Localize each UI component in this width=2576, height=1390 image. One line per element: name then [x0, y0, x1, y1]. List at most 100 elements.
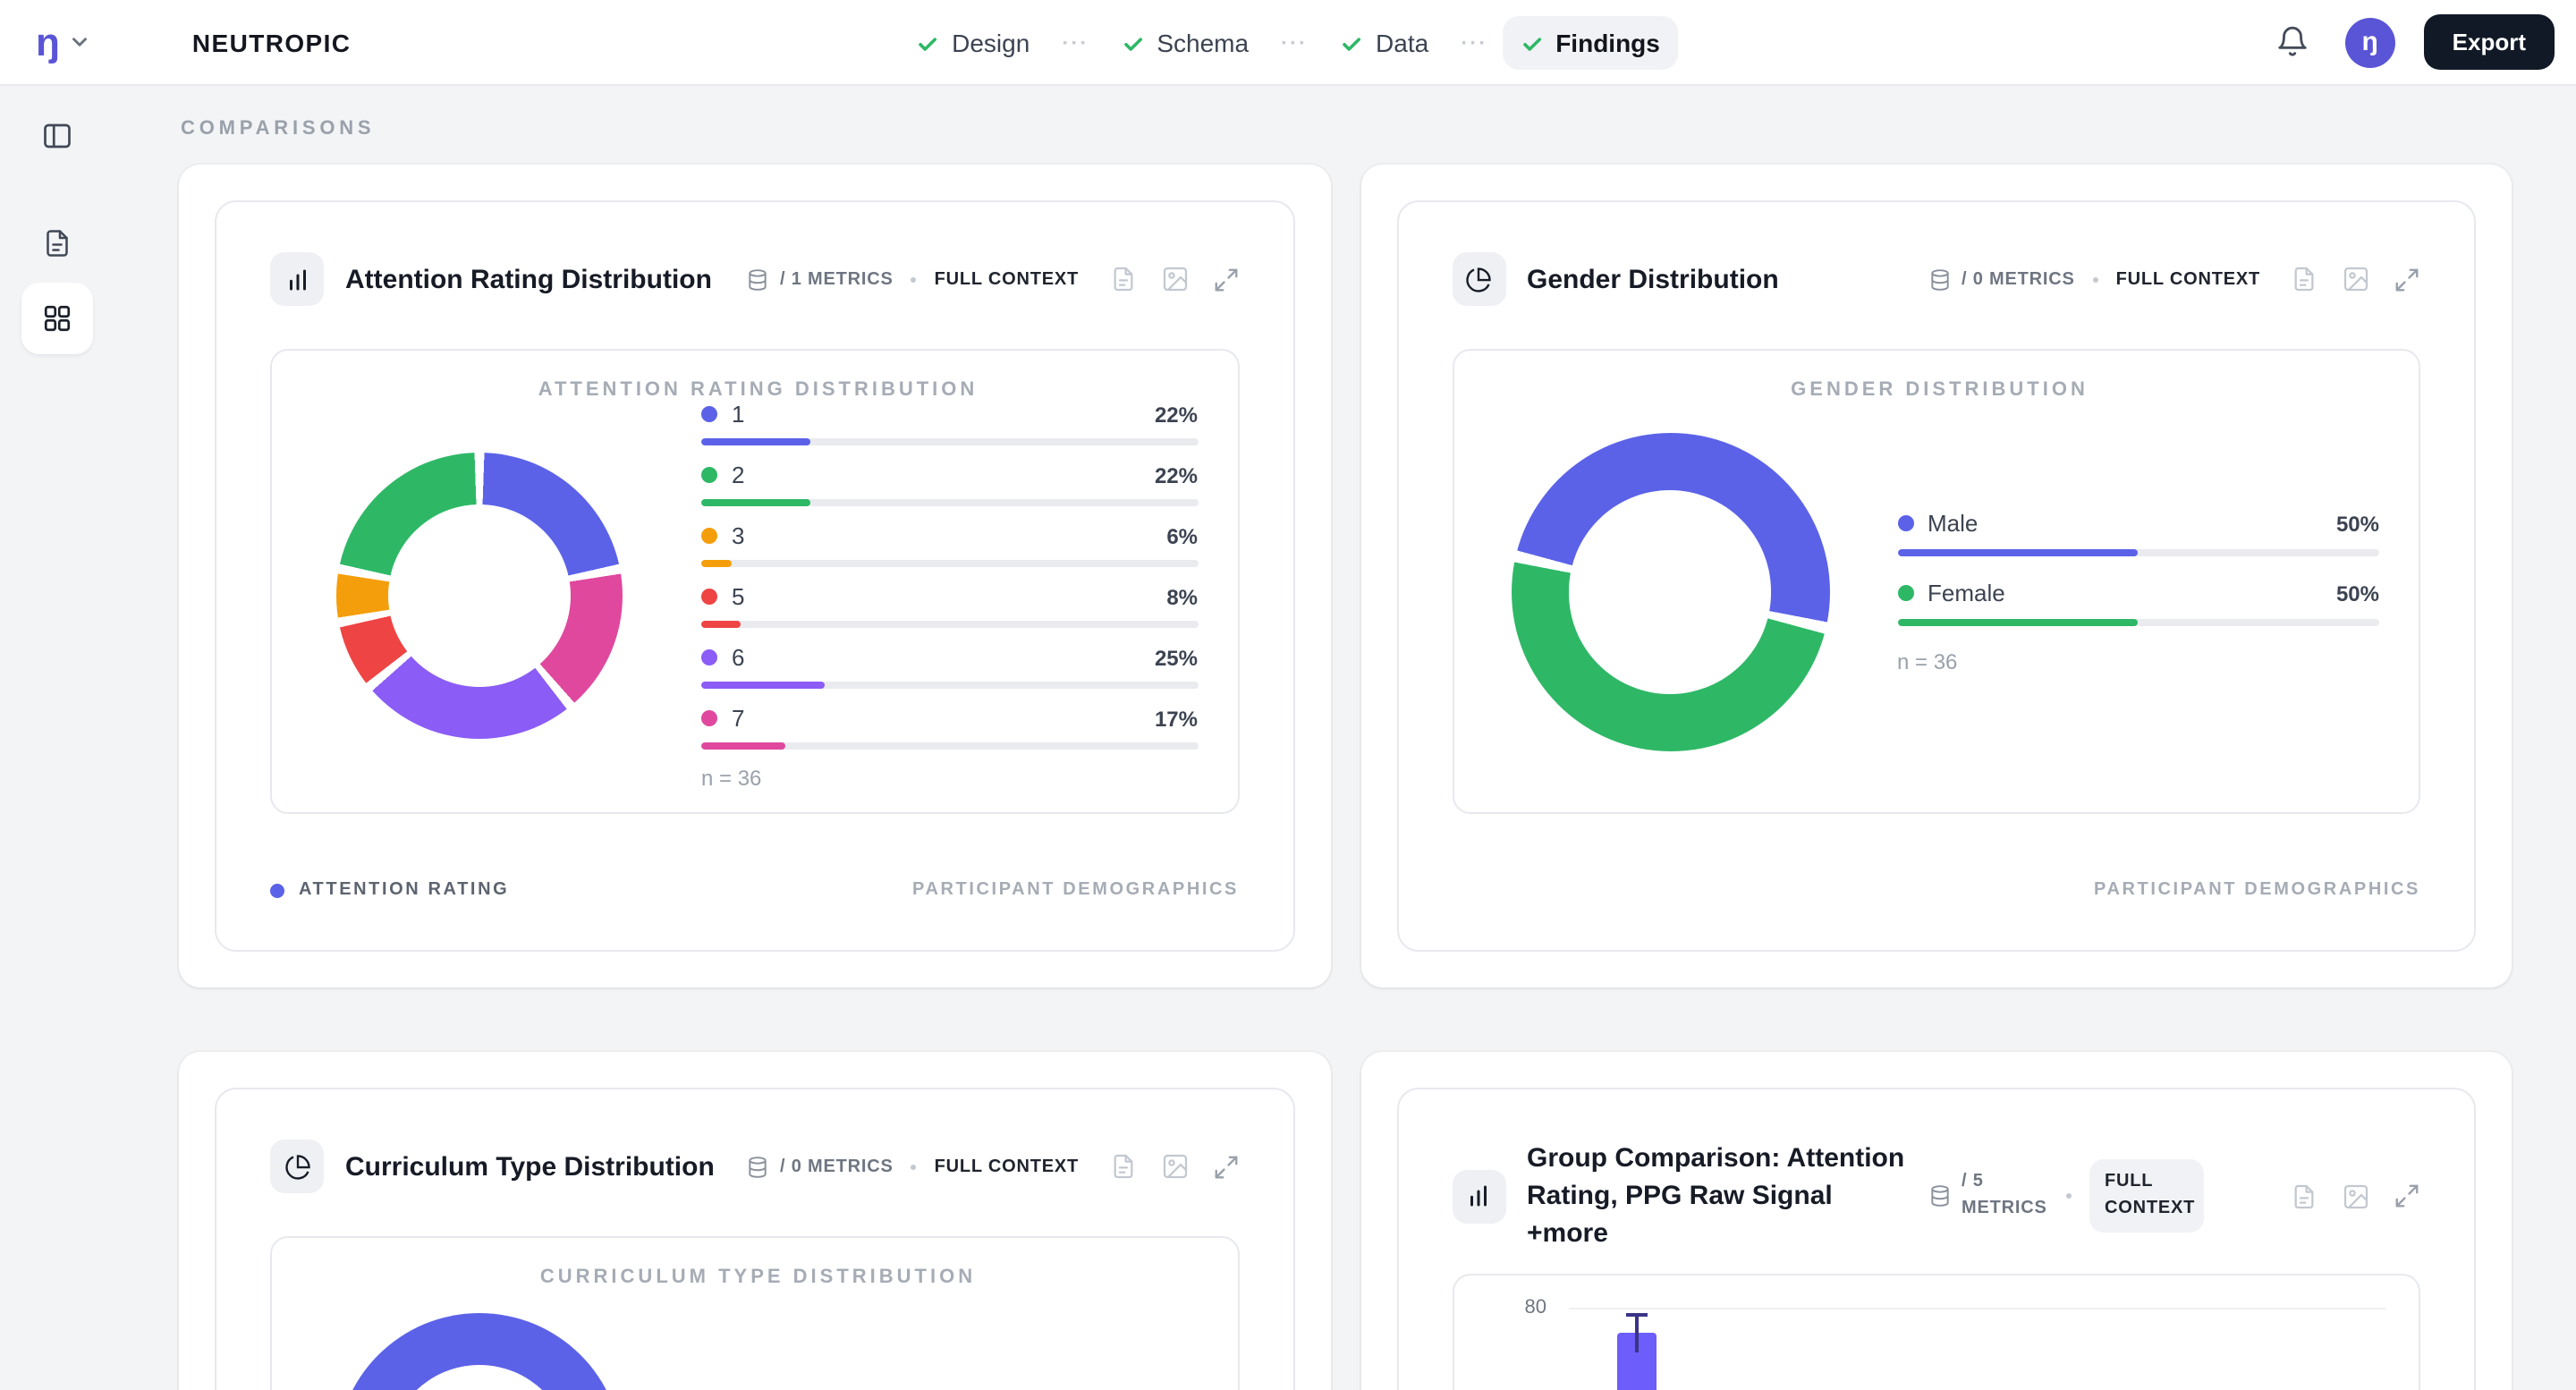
- step-design[interactable]: Design: [898, 16, 1047, 70]
- image-icon[interactable]: [2342, 1182, 2370, 1210]
- metrics-label: / 1 METRICS: [780, 269, 894, 289]
- legend-label: 7: [732, 705, 745, 732]
- legend-bar-track: [701, 742, 1198, 750]
- export-button[interactable]: Export: [2423, 14, 2555, 70]
- chart-body: [315, 1313, 1201, 1390]
- card-actions: [1108, 1152, 1239, 1181]
- card-inner: Attention Rating Distribution / 1 METRIC…: [215, 200, 1294, 952]
- card-actions: [2290, 1182, 2420, 1210]
- legend-bar-track: [1897, 549, 2379, 556]
- pie-chart-icon: [270, 1140, 324, 1193]
- database-icon: [746, 267, 769, 291]
- legend-label: 1: [732, 401, 745, 428]
- legend-label: 3: [732, 522, 745, 549]
- gridline: [1568, 1308, 2386, 1309]
- report-icon[interactable]: [2290, 265, 2318, 293]
- card-header: Group Comparison: Attention Rating, PPG …: [1452, 1140, 2420, 1252]
- card-actions: [1108, 265, 1239, 293]
- brand-logo-glyph[interactable]: ŋ: [36, 19, 60, 64]
- donut-chart: [1511, 433, 1829, 751]
- expand-icon[interactable]: [1212, 266, 1239, 292]
- separator-dot: [2092, 276, 2098, 282]
- brand-name: NEUTROPIC: [191, 28, 352, 56]
- legend-item: Female 50%: [1897, 580, 2379, 626]
- legend-bar-fill: [1897, 619, 2139, 626]
- legend-label: 6: [732, 644, 745, 671]
- legend-item: 5 8%: [701, 583, 1198, 628]
- check-icon: [1121, 31, 1144, 55]
- legend-color-dot: [701, 528, 717, 544]
- image-icon[interactable]: [2342, 265, 2370, 293]
- report-icon[interactable]: [1108, 265, 1137, 293]
- sidebar-item-grid-icon[interactable]: [21, 283, 93, 354]
- sample-size-label: n = 36: [1897, 649, 1958, 674]
- report-icon[interactable]: [2290, 1182, 2318, 1210]
- legend-bar-fill: [701, 438, 811, 445]
- legend-color-dot: [1897, 515, 1913, 531]
- legend-percent: 17%: [1154, 706, 1198, 731]
- expand-icon[interactable]: [2394, 266, 2420, 292]
- legend-item: 3 6%: [701, 522, 1198, 567]
- card-gender-distribution: Gender Distribution / 0 METRICS FULL CON…: [1360, 165, 2512, 987]
- top-navbar: ŋ NEUTROPIC Design ··· Schema ··· Data ·…: [0, 0, 2576, 86]
- footer-category-tag: PARTICIPANT DEMOGRAPHICS: [2094, 880, 2420, 900]
- sidebar-toggle-panel-icon[interactable]: [21, 100, 93, 172]
- separator-dot: [911, 1164, 917, 1169]
- legend-bar-fill: [1897, 549, 2139, 556]
- chart-panel: CURRICULUM TYPE DISTRIBUTION: [270, 1236, 1239, 1390]
- donut-chart: [336, 453, 623, 739]
- legend-color-dot: [1897, 585, 1913, 601]
- card-badges: / 1 METRICS FULL CONTEXT: [746, 267, 1079, 291]
- bar-chart-icon: [1452, 1169, 1505, 1223]
- legend-percent: 8%: [1166, 584, 1198, 609]
- card-title: Curriculum Type Distribution: [345, 1151, 715, 1182]
- chevron-down-icon[interactable]: [69, 30, 92, 54]
- chart-title: CURRICULUM TYPE DISTRIBUTION: [539, 1267, 977, 1288]
- chart-title: GENDER DISTRIBUTION: [1791, 379, 2089, 401]
- expand-icon[interactable]: [2394, 1182, 2420, 1209]
- expand-icon[interactable]: [1212, 1153, 1239, 1180]
- image-icon[interactable]: [1160, 265, 1189, 293]
- card-curriculum-type: Curriculum Type Distribution / 0 METRICS…: [179, 1052, 1330, 1390]
- legend-color-dot: [701, 710, 717, 726]
- legend-label: Male: [1928, 510, 1979, 537]
- metrics-count: / 1 METRICS: [746, 267, 894, 291]
- step-separator: ···: [1461, 30, 1488, 55]
- database-icon: [1928, 267, 1951, 291]
- metrics-count: / 5 METRICS: [1928, 1170, 2047, 1222]
- legend-item: 6 25%: [701, 644, 1198, 689]
- legend-bar-fill: [701, 560, 732, 567]
- pie-chart-icon: [1452, 252, 1505, 306]
- legend-bar-track: [701, 438, 1198, 445]
- card-actions: [2290, 265, 2420, 293]
- sidebar-item-document-icon[interactable]: [21, 208, 93, 279]
- database-icon: [746, 1155, 769, 1178]
- chart-panel: ATTENTION RATING DISTRIBUTION 1 22% 2 22% 3 6…: [270, 349, 1239, 814]
- check-icon: [1340, 31, 1363, 55]
- chart-body: 1 22% 2 22% 3 6% 5 8% 6 25% 7 17% n = 36: [315, 401, 1201, 791]
- card-header: Curriculum Type Distribution / 0 METRICS…: [270, 1140, 1239, 1193]
- report-icon[interactable]: [1108, 1152, 1137, 1181]
- error-bar: [1634, 1312, 1638, 1352]
- card-title: Attention Rating Distribution: [345, 264, 712, 294]
- context-badge: FULL CONTEXT: [934, 1157, 1080, 1176]
- chart-body: Male 50% Female 50% n = 36: [1496, 401, 2383, 784]
- legend-label: Female: [1928, 580, 2005, 606]
- step-label: Findings: [1555, 29, 1660, 57]
- legend-color-dot: [701, 467, 717, 483]
- image-icon[interactable]: [1160, 1152, 1189, 1181]
- workflow-steps: Design ··· Schema ··· Data ··· Findings: [898, 0, 1678, 86]
- step-separator: ···: [1062, 30, 1089, 55]
- bell-icon[interactable]: [2268, 18, 2317, 66]
- card-header: Attention Rating Distribution / 1 METRIC…: [270, 252, 1239, 306]
- card-inner: Gender Distribution / 0 METRICS FULL CON…: [1396, 200, 2476, 952]
- legend-item: 1 22%: [701, 401, 1198, 445]
- account-logo-icon[interactable]: ŋ: [2344, 17, 2395, 67]
- step-data[interactable]: Data: [1322, 16, 1446, 70]
- step-schema[interactable]: Schema: [1103, 16, 1267, 70]
- step-findings[interactable]: Findings: [1502, 16, 1678, 70]
- chart-legend: Male 50% Female 50% n = 36: [1897, 510, 2379, 674]
- legend-bar-fill: [701, 621, 741, 628]
- step-separator: ···: [1281, 30, 1309, 55]
